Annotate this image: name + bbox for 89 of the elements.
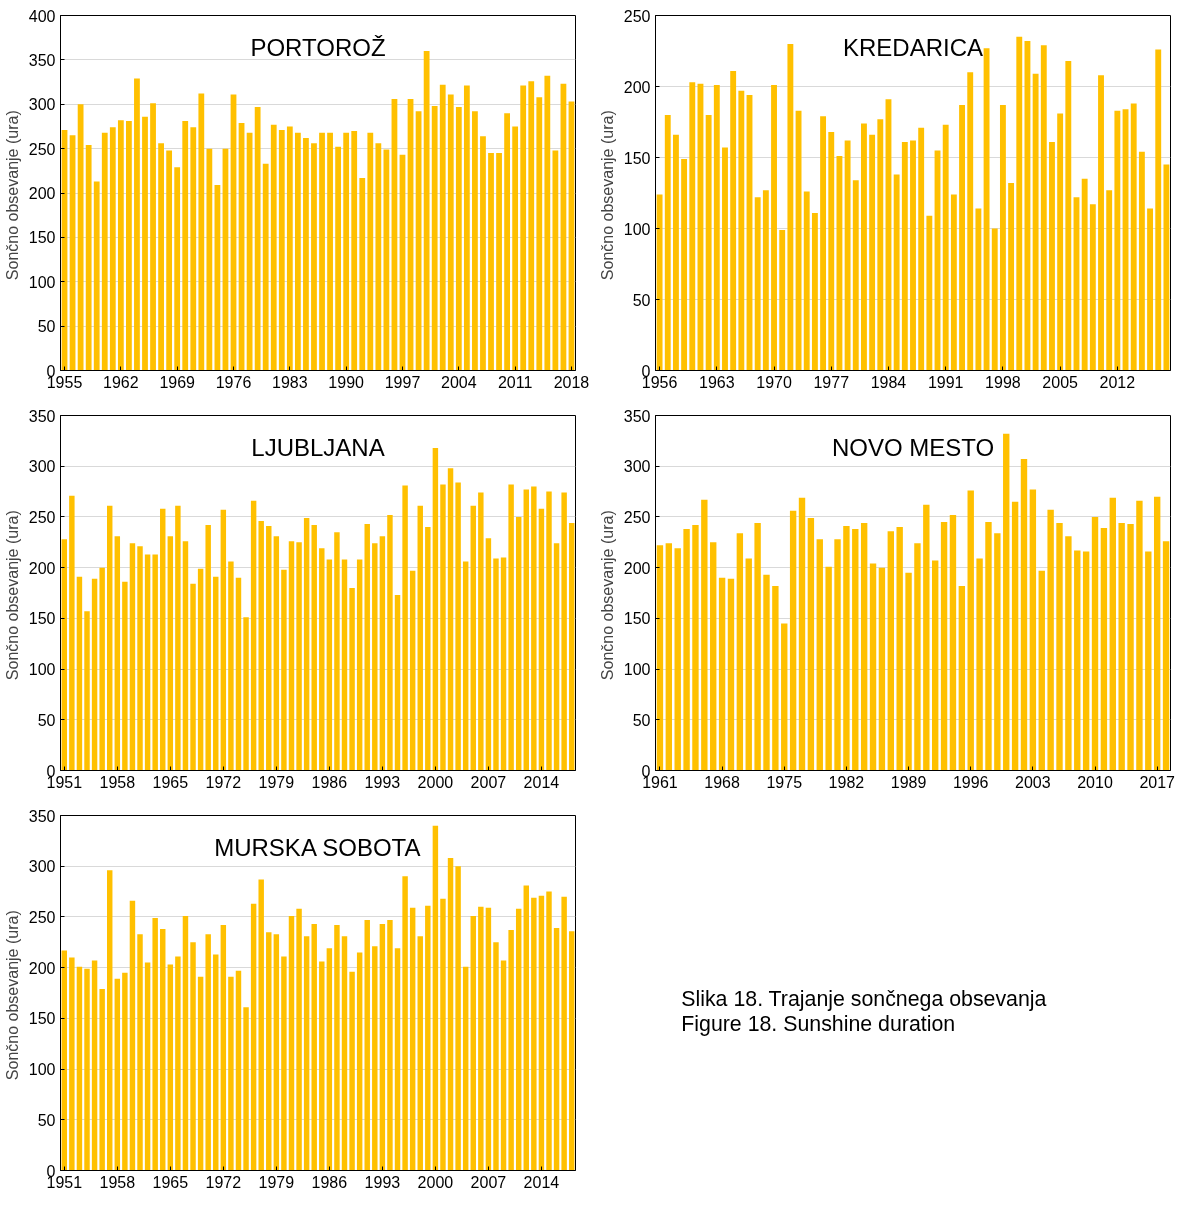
x-tick-label: 1975 [766, 773, 803, 791]
x-tick-label: 1965 [152, 1173, 189, 1191]
x-tick-label: 2000 [417, 1173, 454, 1191]
x-tick-label: 2000 [417, 773, 454, 791]
y-tick-label: 250 [28, 508, 56, 526]
x-tick-label: 1998 [985, 373, 1021, 391]
x-tick-label: 2003 [1015, 773, 1051, 791]
y-tick-label: 150 [28, 229, 56, 247]
y-axis-title: Sončno obsevanje (ura) [598, 510, 616, 681]
y-tick-label: 150 [28, 1010, 56, 1028]
y-tick-label: 100 [623, 220, 651, 238]
y-tick-label: 100 [623, 661, 651, 679]
x-tick-label: 2005 [1042, 373, 1079, 391]
y-tick-label: 50 [37, 1111, 56, 1129]
x-tick-label: 2012 [1099, 373, 1136, 391]
text: PORTOROŽ [250, 33, 386, 61]
x-tick-label: 1991 [927, 373, 964, 391]
y-tick-label: 150 [623, 149, 651, 167]
y-tick-label: 200 [623, 559, 651, 577]
x-tick-label: 1997 [384, 373, 421, 391]
x-tick-label: 2007 [470, 773, 507, 791]
y-tick-label: 250 [623, 508, 651, 526]
y-tick-label: 150 [28, 610, 56, 628]
y-tick-label: 50 [632, 711, 651, 729]
x-tick-label: 2004 [441, 373, 477, 391]
x-tick-label: 1972 [205, 773, 242, 791]
y-tick-label: 350 [28, 407, 56, 425]
x-tick-label: 1996 [952, 773, 989, 791]
text: LJUBLJANA [251, 433, 385, 461]
x-tick-label: 1986 [311, 1173, 348, 1191]
y-tick-label: 50 [632, 291, 651, 309]
y-tick-label: 250 [623, 7, 651, 25]
x-tick-label: 1983 [272, 373, 308, 391]
x-tick-label: 1984 [870, 373, 907, 391]
x-tick-label: 1979 [258, 1173, 295, 1191]
y-tick-label: 350 [623, 407, 651, 425]
y-tick-label: 100 [28, 1061, 56, 1079]
y-tick-label: 200 [28, 559, 56, 577]
y-tick-label: 100 [28, 273, 56, 291]
x-tick-label: 2014 [523, 1173, 560, 1191]
text: KREDARICA [842, 33, 984, 61]
x-tick-label: 1962 [103, 373, 139, 391]
y-tick-label: 100 [28, 661, 56, 679]
y-tick-label: 300 [623, 458, 651, 476]
x-tick-label: 1982 [828, 773, 865, 791]
y-tick-label: 300 [28, 458, 56, 476]
y-tick-label: 150 [623, 610, 651, 628]
text: NOVO MESTO [831, 433, 995, 461]
y-tick-label: 350 [28, 807, 56, 825]
x-tick-label: 1977 [813, 373, 850, 391]
x-tick-label: 1993 [364, 1173, 401, 1191]
x-tick-label: 2014 [523, 773, 560, 791]
text: Slika 18. Trajanje sončnega obsevanja [681, 986, 1047, 1011]
x-tick-label: 2017 [1139, 773, 1176, 791]
y-axis-title: Sončno obsevanje (ura) [3, 910, 21, 1081]
y-tick-label: 250 [28, 908, 56, 926]
x-tick-label: 1970 [756, 373, 792, 391]
x-tick-label: 1965 [152, 773, 189, 791]
x-tick-label: 1958 [99, 773, 136, 791]
y-tick-label: 50 [37, 711, 56, 729]
y-tick-label: 200 [28, 959, 56, 977]
caption: Figure 18. Sunshine duration [681, 1011, 956, 1036]
y-tick-label: 250 [28, 140, 56, 158]
text: MURSKA SOBOTA [214, 833, 421, 861]
y-tick-label: 300 [28, 96, 56, 114]
x-tick-label: 1989 [890, 773, 927, 791]
x-tick-label: 2018 [553, 373, 590, 391]
x-tick-label: 1968 [704, 773, 740, 791]
x-tick-label: 1993 [364, 773, 401, 791]
x-tick-label: 1963 [699, 373, 735, 391]
y-tick-label: 200 [28, 185, 56, 202]
y-tick-label: 300 [28, 858, 56, 876]
x-tick-label: 2007 [470, 1173, 507, 1191]
y-axis-title: Sončno obsevanje (ura) [598, 110, 616, 281]
x-tick-label: 1979 [258, 773, 295, 791]
x-tick-label: 1958 [99, 1173, 136, 1191]
y-tick-label: 50 [37, 318, 56, 336]
x-tick-label: 1972 [205, 1173, 242, 1191]
x-tick-label: 1969 [159, 373, 196, 391]
y-tick-label: 350 [28, 51, 56, 69]
y-axis-title: Sončno obsevanje (ura) [3, 110, 21, 281]
x-tick-label: 2011 [497, 373, 533, 391]
x-tick-label: 1976 [215, 373, 252, 391]
x-tick-label: 1990 [328, 373, 365, 391]
x-tick-label: 2010 [1077, 773, 1113, 791]
x-tick-label: 1986 [311, 773, 348, 791]
y-tick-label: 400 [28, 7, 56, 25]
y-axis-title: Sončno obsevanje (ura) [3, 510, 21, 681]
y-tick-label: 200 [623, 78, 651, 96]
